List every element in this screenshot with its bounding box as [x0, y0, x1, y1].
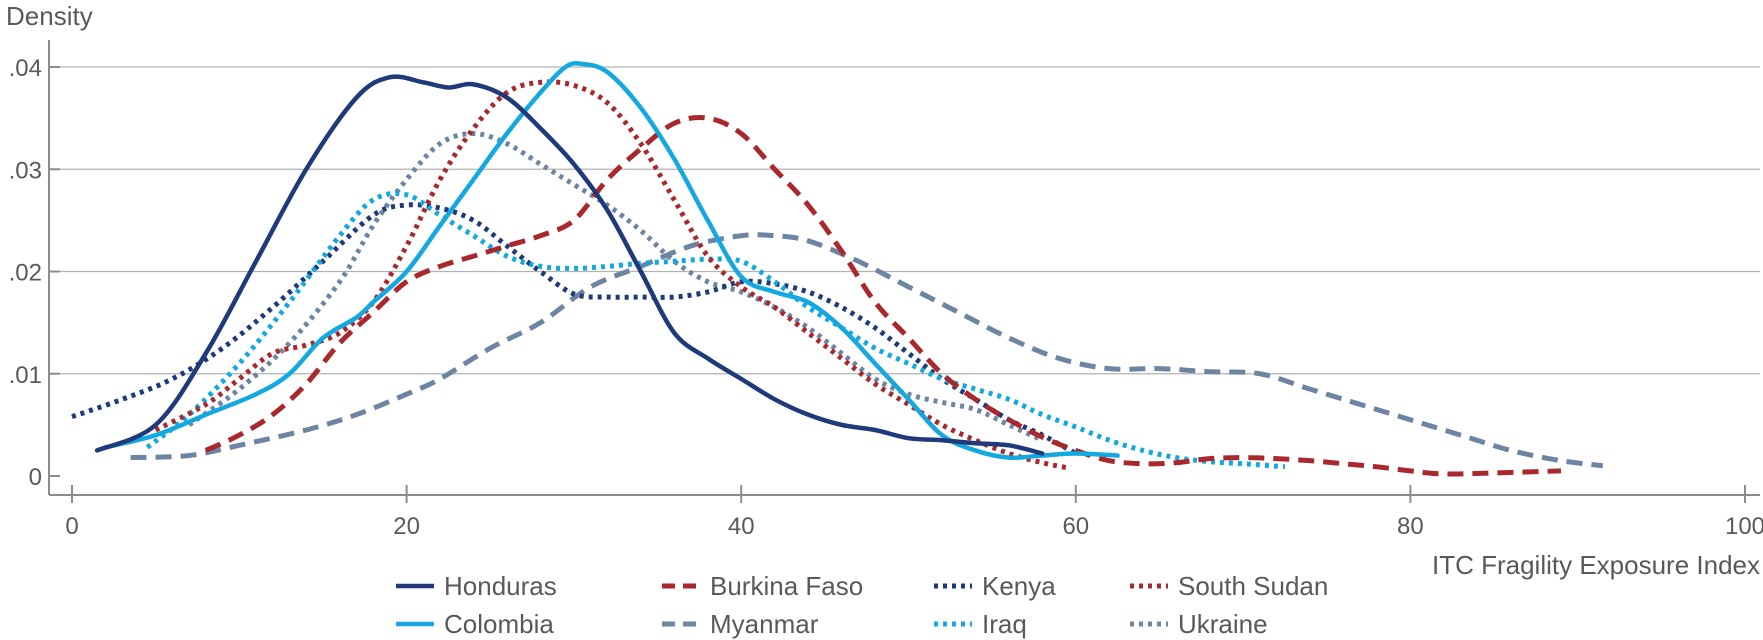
ticks: 0 .01 .02 .03 .04 0 20 40 60 80 100 [9, 55, 1763, 540]
y-tick-label: .04 [9, 55, 42, 82]
x-tick-label: 0 [65, 513, 78, 540]
y-tick-label: .03 [9, 157, 42, 184]
y-tick-label: .02 [9, 260, 42, 287]
legend-label-ukraine: Ukraine [1178, 609, 1268, 639]
series-line-south-sudan [154, 79, 1068, 471]
series-line-ukraine [187, 130, 1044, 443]
axes [48, 40, 1760, 496]
x-tick-label: 100 [1725, 513, 1763, 540]
y-axis-label: Density [6, 1, 93, 31]
series-line-colombia [103, 61, 1120, 461]
legend-label-iraq: Iraq [982, 609, 1027, 639]
y-tick-label: .01 [9, 362, 42, 389]
x-axis-label: ITC Fragility Exposure Index [1432, 550, 1760, 580]
x-tick-label: 80 [1397, 513, 1424, 540]
series-line-burkina-faso [204, 114, 1562, 477]
y-tick-label: 0 [29, 464, 42, 491]
legend-label-kenya: Kenya [982, 571, 1056, 601]
legend-label-honduras: Honduras [444, 571, 557, 601]
legend-label-colombia: Colombia [444, 609, 554, 639]
series-line-kenya [71, 202, 1078, 456]
series-lines [71, 61, 1604, 477]
legend-label-myanmar: Myanmar [710, 609, 819, 639]
x-tick-label: 40 [728, 513, 755, 540]
series-line-iraq [145, 191, 1286, 470]
gridlines [49, 66, 1760, 375]
legend: Honduras Burkina Faso Kenya South Sudan Colo… [396, 571, 1328, 639]
legend-label-burkina-faso: Burkina Faso [710, 571, 863, 601]
x-tick-label: 20 [393, 513, 420, 540]
series-line-honduras [94, 74, 1045, 456]
series-line-myanmar [130, 232, 1604, 469]
legend-label-south-sudan: South Sudan [1178, 571, 1328, 601]
x-tick-label: 60 [1062, 513, 1089, 540]
